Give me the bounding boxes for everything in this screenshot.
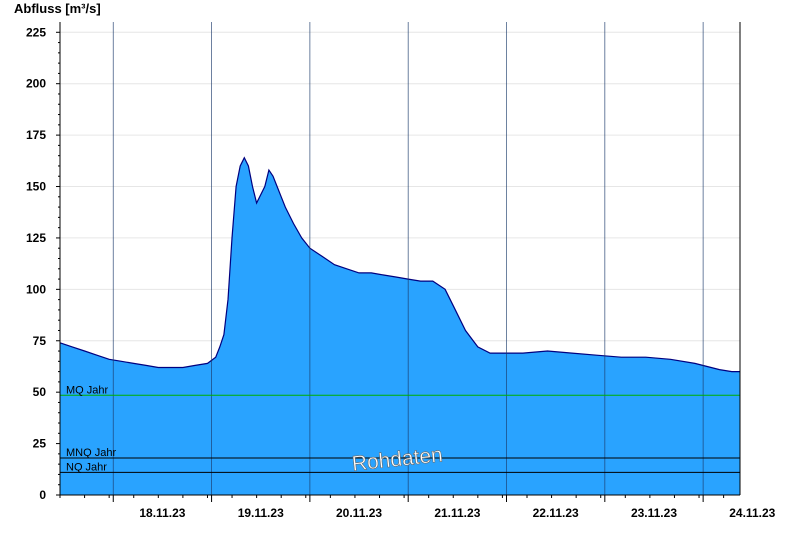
- day-lines: [112, 22, 704, 495]
- y-axis-label: Abfluss [m³/s]: [14, 1, 101, 16]
- x-ticks: 18.11.23 19.11.23 20.11.23 21.11.23 22.11.23…: [59, 495, 776, 520]
- reference-lines: MQ Jahr MNQ Jahr NQ Jahr: [60, 384, 740, 473]
- x-tick-label: 18.11.23: [139, 506, 185, 520]
- x-tick-label: 23.11.23: [631, 506, 677, 520]
- y-tick-label: 100: [26, 282, 46, 296]
- y-tick-label: 75: [33, 334, 47, 348]
- x-tick-label: 24.11.23: [729, 506, 775, 520]
- y-tick-label: 50: [33, 385, 47, 399]
- discharge-area: [60, 157, 740, 495]
- reference-line-label: MNQ Jahr: [66, 447, 116, 459]
- y-tick-label: 150: [26, 180, 46, 194]
- area-layer: [59, 156, 740, 495]
- reference-line-label: NQ Jahr: [66, 461, 107, 473]
- y-ticks: 0 25 50 75 100 125 150 175 200 225: [26, 25, 60, 502]
- y-tick-label: 175: [26, 128, 46, 142]
- discharge-line: [59, 156, 740, 373]
- x-tick-label: 19.11.23: [238, 506, 284, 520]
- reference-line-label: MQ Jahr: [66, 384, 109, 396]
- y-tick-label: 200: [26, 77, 46, 91]
- y-tick-label: 225: [26, 25, 46, 39]
- x-tick-label: 21.11.23: [434, 506, 480, 520]
- y-tick-label: 25: [33, 437, 47, 451]
- x-tick-label: 22.11.23: [533, 506, 579, 520]
- y-tick-label: 0: [39, 488, 46, 502]
- x-tick-label: 20.11.23: [336, 506, 382, 520]
- y-tick-label: 125: [26, 231, 46, 245]
